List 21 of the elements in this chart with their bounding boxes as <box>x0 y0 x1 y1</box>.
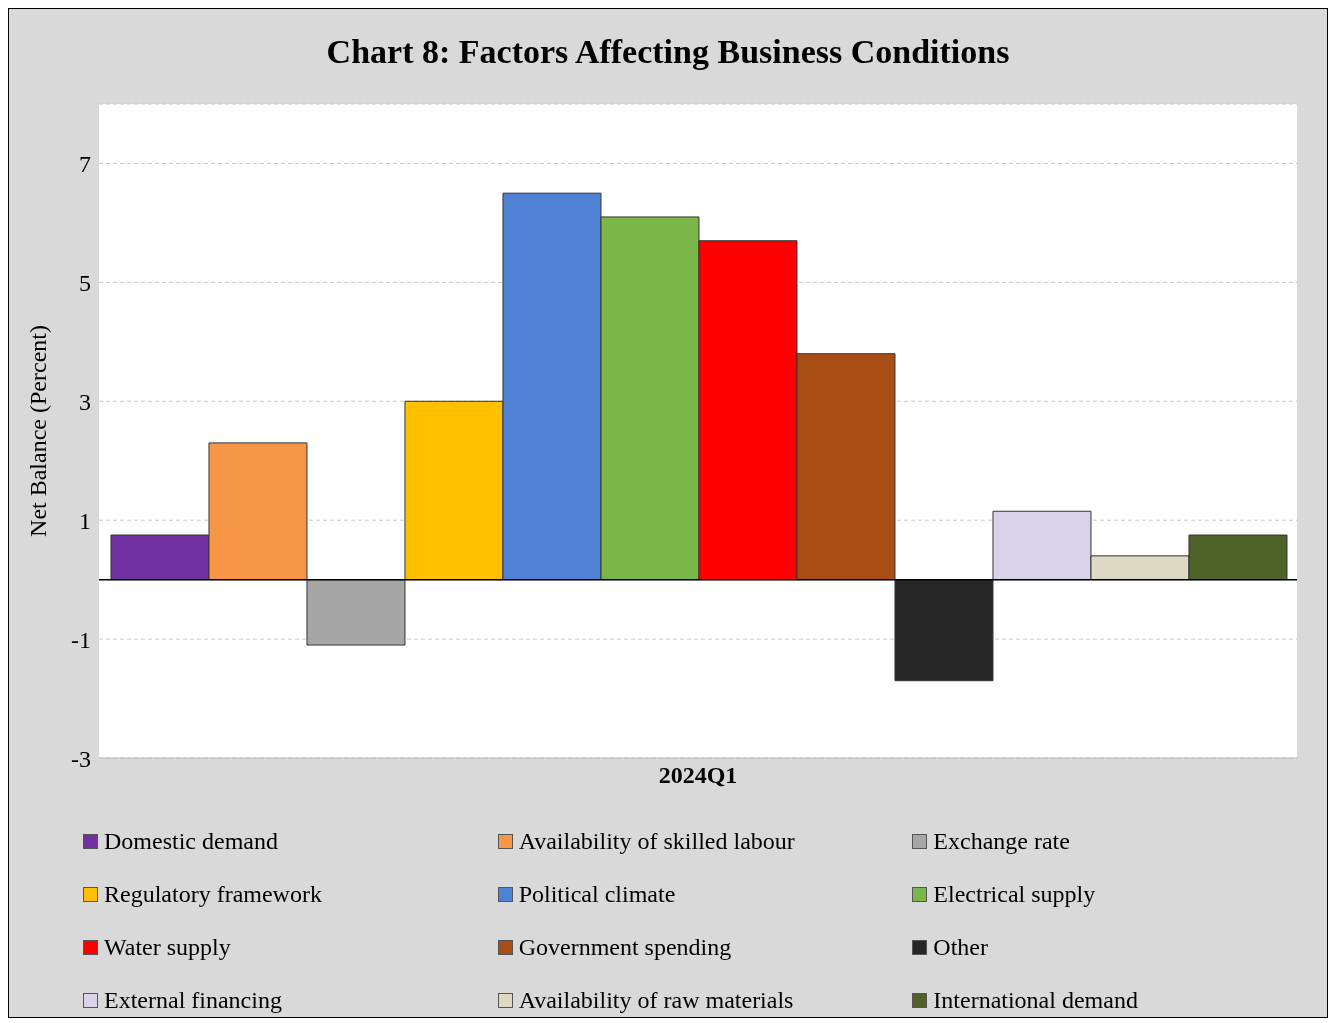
legend-label: Exchange rate <box>933 828 1070 855</box>
y-tick-label: -1 <box>71 626 91 653</box>
y-axis-title: Net Balance (Percent) <box>24 325 51 537</box>
legend-label: Availability of skilled labour <box>518 828 795 855</box>
legend-label: Government spending <box>518 934 732 961</box>
y-tick-label: 7 <box>79 150 91 177</box>
x-tick-label: 2024Q1 <box>658 762 738 789</box>
legend-label: Domestic demand <box>104 828 278 855</box>
y-tick-label: 3 <box>79 388 91 415</box>
legend-label: Political climate <box>518 881 676 908</box>
legend-label: Regulatory framework <box>104 881 322 908</box>
chart-title: Chart 8: Factors Affecting Business Conditions <box>325 32 1011 72</box>
y-tick-label: -3 <box>71 745 91 772</box>
legend-label: Water supply <box>104 934 231 961</box>
legend-label: External financing <box>104 987 282 1014</box>
y-tick-label: 5 <box>79 269 91 296</box>
legend-label: International demand <box>933 987 1138 1014</box>
legend-label: Other <box>933 934 988 961</box>
y-tick-label: 1 <box>79 507 91 534</box>
legend-label: Electrical supply <box>933 881 1096 908</box>
legend-label: Availability of raw materials <box>518 987 794 1014</box>
